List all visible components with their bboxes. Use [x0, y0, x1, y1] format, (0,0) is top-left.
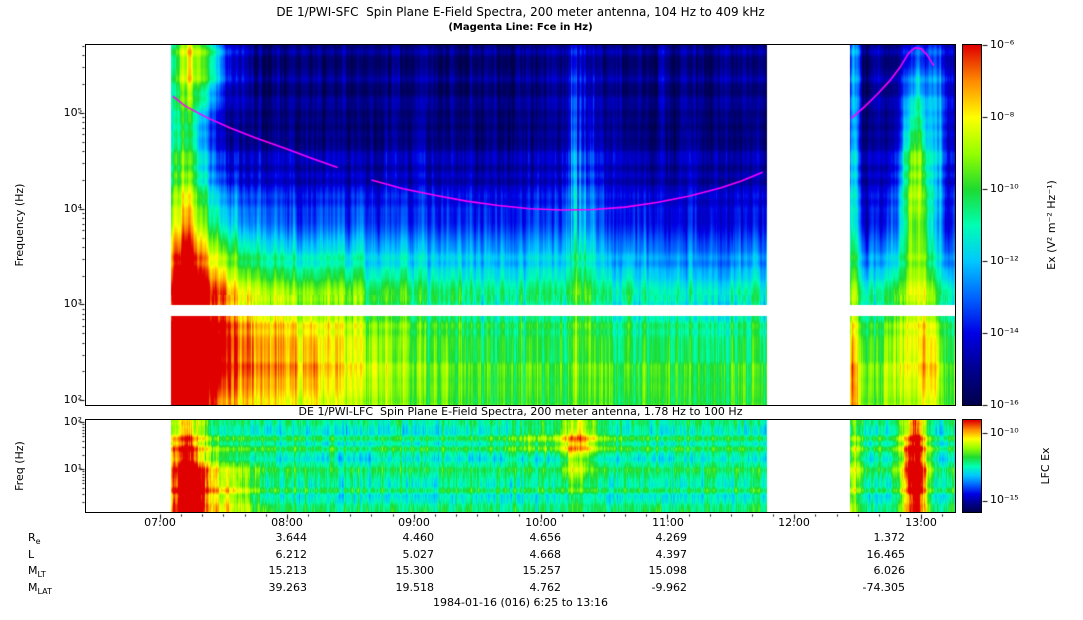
ephemeris-label-re: Re — [28, 531, 41, 546]
sfc-ytick-1e4: 10⁴ — [63, 202, 82, 215]
lfc-title: DE 1/PWI-LFC Spin Plane E-Field Spectra,… — [298, 405, 743, 418]
lfc-ytick-1e2: 10² — [63, 415, 82, 428]
sfc-cbar-tick-0: 10⁻⁶ — [990, 38, 1015, 51]
sfc-ytick-1e3: 10³ — [63, 297, 82, 310]
lfc-cbar-label: LFC Ex — [1039, 447, 1052, 485]
ephemeris-value: 4.397 — [655, 548, 688, 561]
ephemeris-value: 39.263 — [268, 581, 308, 594]
lfc-cbar-tick-1: 10⁻¹⁵ — [990, 493, 1019, 506]
ephemeris-value: 16.465 — [866, 548, 906, 561]
ephemeris-label-sub: LAT — [37, 587, 52, 597]
lfc-ytick-1e1: 10¹ — [63, 462, 82, 475]
ephemeris-label-main: M — [28, 581, 38, 594]
sfc-ytick-1e2: 10² — [63, 393, 82, 406]
ephemeris-value: 6.212 — [275, 548, 308, 561]
lfc-spectrogram-canvas — [85, 419, 956, 513]
sfc-cbar-label: Ex (V² m⁻² Hz⁻¹) — [1045, 180, 1058, 270]
ephemeris-label-main: M — [28, 564, 38, 577]
sfc-cbar-tick-3: 10⁻¹² — [990, 254, 1019, 267]
lfc-colorbar — [962, 419, 982, 513]
sfc-cbar-tick-2: 10⁻¹⁰ — [990, 182, 1019, 195]
xtick-1000: 10:00 — [525, 516, 557, 529]
ephemeris-value: 19.518 — [395, 581, 435, 594]
sfc-cbar-tick-4: 10⁻¹⁴ — [990, 326, 1019, 339]
ephemeris-label-sub: LT — [37, 570, 46, 580]
sfc-ytick-1e5: 10⁵ — [63, 106, 82, 119]
sfc-cbar-tick-1: 10⁻⁸ — [990, 110, 1015, 123]
ephemeris-label-sub: e — [35, 537, 41, 547]
ephemeris-value: 15.300 — [395, 564, 435, 577]
ephemeris-value: 15.213 — [268, 564, 308, 577]
ephemeris-value: 3.644 — [275, 531, 308, 544]
xtick-1200: 12:00 — [778, 516, 810, 529]
ephemeris-label-mlt: MLT — [28, 564, 46, 579]
ephemeris-value: 1.372 — [873, 531, 906, 544]
lfc-cbar-tick-0: 10⁻¹⁰ — [990, 426, 1019, 439]
ephemeris-value: 4.269 — [655, 531, 688, 544]
ephemeris-value: 4.668 — [529, 548, 562, 561]
ephemeris-label-main: L — [28, 548, 35, 561]
ephemeris-value: 15.257 — [522, 564, 562, 577]
sfc-spectrogram-canvas — [85, 44, 956, 406]
ephemeris-value: 6.026 — [873, 564, 906, 577]
sfc-subtitle: (Magenta Line: Fce in Hz) — [448, 22, 593, 33]
ephemeris-value: 4.656 — [529, 531, 562, 544]
xtick-0900: 09:00 — [398, 516, 430, 529]
xtick-0700: 07:00 — [144, 516, 176, 529]
ephemeris-value: -74.305 — [862, 581, 905, 594]
sfc-y-axis-label: Frequency (Hz) — [13, 183, 26, 267]
xtick-1300: 13:00 — [905, 516, 937, 529]
ephemeris-value: 15.098 — [648, 564, 688, 577]
ephemeris-value: -9.962 — [651, 581, 687, 594]
xtick-1100: 11:00 — [652, 516, 684, 529]
ephemeris-value: 4.460 — [402, 531, 435, 544]
lfc-y-axis-label: Freq (Hz) — [13, 441, 26, 491]
footer-date-range: 1984-01-16 (016) 6:25 to 13:16 — [433, 596, 608, 609]
ephemeris-label-mlat: MLAT — [28, 581, 52, 596]
xtick-0800: 08:00 — [271, 516, 303, 529]
ephemeris-label-main: R — [28, 531, 36, 544]
ephemeris-value: 5.027 — [402, 548, 435, 561]
sfc-colorbar — [962, 44, 982, 406]
ephemeris-label-l: L — [28, 548, 34, 563]
sfc-cbar-tick-5: 10⁻¹⁶ — [990, 398, 1019, 411]
sfc-title: DE 1/PWI-SFC Spin Plane E-Field Spectra,… — [276, 5, 765, 19]
ephemeris-value: 4.762 — [529, 581, 562, 594]
